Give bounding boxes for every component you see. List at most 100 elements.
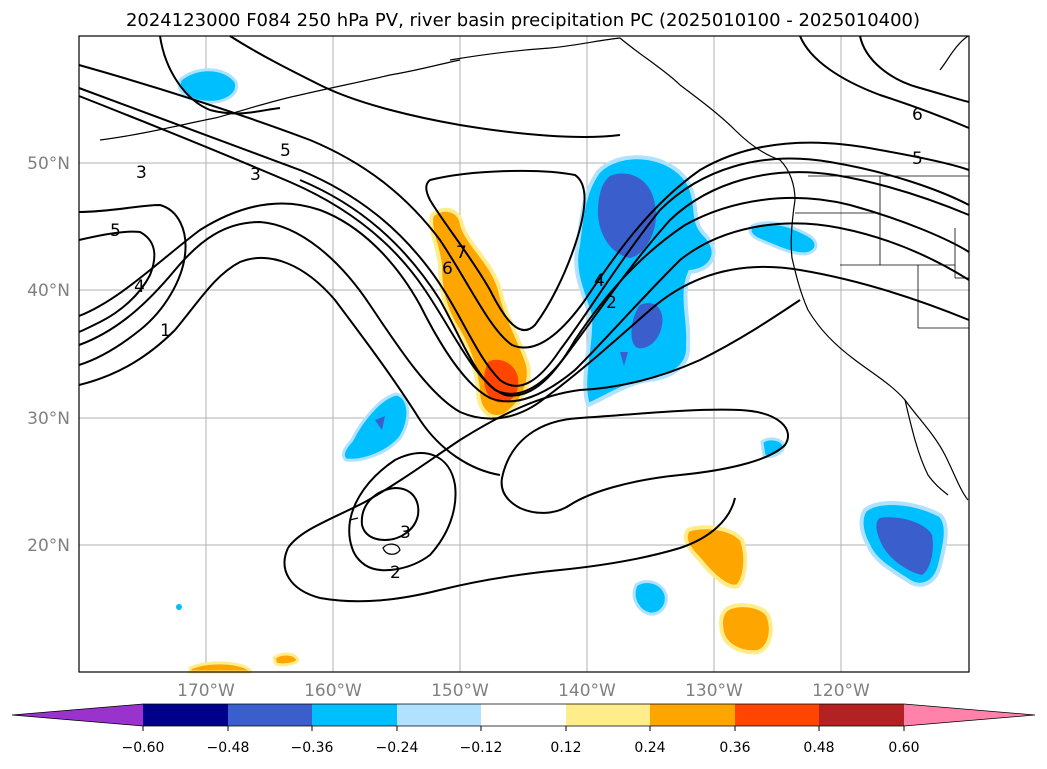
colorbar-right-extension — [904, 704, 1035, 726]
pv-label: 2 — [606, 293, 617, 313]
lon-label: 160°W — [304, 681, 362, 701]
pv-label: 3 — [400, 523, 411, 543]
lon-label: 120°W — [812, 681, 870, 701]
colorbar-segment — [228, 704, 312, 726]
political-borders — [795, 175, 969, 329]
neg-anomaly-hawaii-north — [341, 392, 410, 462]
cb-tick-label: 0.24 — [634, 740, 665, 756]
pv-contours — [78, 35, 970, 603]
pos-anomaly-bottom-left — [188, 661, 252, 674]
coastlines — [99, 35, 969, 555]
coast-hawaii — [382, 543, 401, 555]
colorbar: −0.60 −0.48 −0.36 −0.24 −0.12 0.12 0.24 … — [11, 703, 1036, 756]
cb-tick-label: −0.12 — [460, 740, 503, 756]
coast-hawaii-small — [349, 517, 359, 521]
lon-label: 150°W — [431, 681, 489, 701]
neg-anomaly-core-small — [620, 352, 628, 366]
pos-anomaly-south — [718, 603, 773, 655]
pv-contour-line — [78, 230, 156, 333]
figure-title: 2024123000 F084 250 hPa PV, river basin … — [126, 10, 920, 31]
colorbar-segment — [397, 704, 481, 726]
neg-anomaly-hawaii-core — [375, 416, 385, 430]
lat-label: 20°N — [27, 536, 70, 556]
pv-contour-closed-north — [425, 169, 586, 332]
colorbar-segment — [819, 704, 904, 726]
latitude-labels: 50°N 40°N 30°N 20°N — [27, 154, 70, 556]
coast-gulf-of-alaska — [619, 37, 796, 201]
cb-tick-label: −0.48 — [207, 740, 250, 756]
colorbar-segment — [481, 704, 566, 726]
pv-contour-closed-hawaii-outer — [348, 452, 457, 572]
cb-tick-label: 0.36 — [719, 740, 750, 756]
pv-label: 5 — [280, 141, 291, 161]
cb-tick-label: 0.60 — [888, 740, 919, 756]
pv-contour-line — [78, 202, 970, 403]
pv-label: 6 — [912, 105, 923, 125]
lat-label: 40°N — [27, 281, 70, 301]
neg-anomaly-core-south — [631, 302, 663, 349]
pv-label: 1 — [160, 321, 171, 341]
pv-label: 5 — [110, 221, 121, 241]
colorbar-segment — [143, 704, 228, 726]
colorbar-left-extension — [12, 704, 143, 726]
precipitation-shading — [176, 68, 948, 674]
lon-label: 170°W — [177, 681, 235, 701]
neg-anomaly-dot — [176, 604, 182, 610]
lat-label: 30°N — [27, 409, 70, 429]
pv-contour-line — [78, 64, 970, 349]
neg-anomaly-oregon-coast — [748, 221, 818, 256]
map-frame — [78, 35, 970, 673]
cb-tick-label: −0.36 — [291, 740, 334, 756]
lon-label: 130°W — [685, 681, 743, 701]
pv-label: 3 — [136, 163, 147, 183]
cb-tick-label: −0.24 — [376, 740, 419, 756]
pv-contour-line — [78, 87, 970, 387]
pv-contour-closed-southeast — [500, 408, 789, 514]
pv-label: 3 — [250, 165, 261, 185]
neg-anomaly-aleutian — [177, 68, 239, 104]
pv-contour-line — [78, 203, 187, 366]
cb-tick-label: −0.60 — [122, 740, 165, 756]
cb-tick-label: 0.12 — [550, 740, 581, 756]
pv-contour-labels: 5 3 3 5 4 1 7 6 4 2 3 2 6 5 — [110, 105, 923, 583]
colorbar-segment — [650, 704, 735, 726]
pv-contour-line — [229, 35, 621, 138]
pos-anomaly-tropical-east — [683, 525, 748, 589]
neg-anomaly-tropical — [632, 580, 668, 616]
neg-anomaly-core-north — [598, 173, 656, 258]
colorbar-segment — [566, 704, 650, 726]
pv-contour-line — [78, 95, 970, 395]
pv-contour-line — [78, 220, 970, 420]
pos-anomaly-bottom-small — [272, 652, 300, 667]
pv-label: 4 — [134, 277, 145, 297]
pv-label: 4 — [594, 271, 605, 291]
pv-contour-line — [78, 257, 501, 476]
lat-label: 50°N — [27, 154, 70, 174]
cb-tick-label: 0.48 — [803, 740, 834, 756]
coast-baja — [904, 399, 949, 496]
colorbar-segment — [735, 704, 819, 726]
colorbar-segment — [312, 704, 397, 726]
longitude-labels: 170°W 160°W 150°W 140°W 130°W 120°W — [177, 681, 870, 701]
pv-label: 6 — [442, 259, 453, 279]
pv-contour-line — [283, 497, 736, 603]
coast-west-coast — [790, 199, 969, 501]
coast-aleutian-chain — [99, 59, 461, 141]
neg-anomaly-baja-core — [876, 517, 933, 575]
coast-alaska-peninsula — [449, 37, 621, 61]
pv-contour-line — [159, 35, 281, 115]
pv-contour-line — [287, 299, 801, 549]
colorbar-ticks: −0.60 −0.48 −0.36 −0.24 −0.12 0.12 0.24 … — [122, 726, 920, 756]
pv-label: 2 — [390, 563, 401, 583]
lon-label: 140°W — [558, 681, 616, 701]
pv-contour-line — [859, 35, 970, 103]
map-panel: 5 3 3 5 4 1 7 6 4 2 3 2 6 5 — [78, 35, 970, 674]
pv-contour-closed-hawaii-inner — [360, 486, 420, 542]
pv-label: 5 — [912, 149, 923, 169]
pv-label: 7 — [456, 243, 467, 263]
graticule — [79, 36, 969, 672]
pv-contour-line — [799, 35, 970, 129]
pv-contour-line — [299, 179, 970, 397]
